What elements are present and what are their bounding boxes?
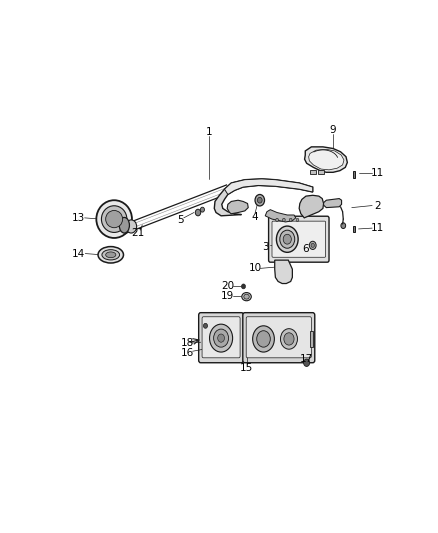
Polygon shape — [353, 225, 355, 232]
Circle shape — [311, 243, 314, 247]
Text: 18: 18 — [180, 338, 194, 348]
Text: 2: 2 — [374, 200, 381, 211]
Polygon shape — [265, 209, 296, 222]
FancyBboxPatch shape — [272, 221, 325, 257]
FancyBboxPatch shape — [246, 317, 311, 358]
Text: 15: 15 — [240, 362, 253, 373]
Text: 20: 20 — [221, 281, 234, 292]
FancyBboxPatch shape — [243, 313, 315, 363]
Circle shape — [218, 334, 225, 342]
Text: 13: 13 — [72, 213, 85, 223]
FancyBboxPatch shape — [318, 170, 324, 174]
Circle shape — [195, 209, 201, 216]
Text: 5: 5 — [177, 215, 184, 225]
Circle shape — [258, 197, 262, 203]
Text: 17: 17 — [299, 353, 313, 364]
Text: 4: 4 — [252, 212, 258, 222]
Text: 10: 10 — [248, 263, 261, 273]
Text: 21: 21 — [131, 229, 145, 238]
Circle shape — [283, 219, 285, 222]
Circle shape — [209, 324, 233, 352]
Circle shape — [284, 333, 294, 345]
Polygon shape — [353, 171, 355, 178]
Polygon shape — [304, 147, 347, 172]
Ellipse shape — [242, 293, 251, 301]
Polygon shape — [275, 260, 293, 284]
Circle shape — [126, 220, 137, 233]
Ellipse shape — [96, 200, 132, 238]
Circle shape — [203, 324, 208, 328]
Circle shape — [280, 230, 295, 248]
Text: 19: 19 — [221, 291, 234, 301]
Circle shape — [280, 329, 297, 349]
Polygon shape — [224, 179, 313, 195]
Ellipse shape — [102, 206, 127, 232]
Circle shape — [290, 219, 292, 222]
FancyBboxPatch shape — [202, 317, 240, 358]
Circle shape — [283, 235, 291, 244]
Ellipse shape — [102, 249, 120, 260]
Ellipse shape — [119, 217, 130, 233]
Circle shape — [296, 219, 299, 222]
FancyBboxPatch shape — [268, 216, 329, 262]
Circle shape — [276, 219, 279, 222]
Circle shape — [241, 284, 246, 289]
Text: 6: 6 — [303, 245, 309, 254]
Ellipse shape — [106, 211, 123, 228]
Text: 3: 3 — [262, 241, 268, 252]
Text: 9: 9 — [330, 125, 336, 135]
Text: 1: 1 — [206, 127, 212, 136]
FancyBboxPatch shape — [310, 330, 313, 347]
Text: 11: 11 — [371, 168, 384, 177]
Circle shape — [304, 359, 310, 366]
FancyBboxPatch shape — [310, 170, 316, 174]
Circle shape — [257, 330, 270, 347]
Circle shape — [341, 223, 346, 229]
Circle shape — [309, 241, 316, 249]
Ellipse shape — [98, 247, 124, 263]
Polygon shape — [324, 199, 342, 207]
FancyBboxPatch shape — [199, 313, 244, 363]
Polygon shape — [214, 179, 313, 216]
Text: 16: 16 — [180, 348, 194, 358]
Text: 14: 14 — [72, 248, 85, 259]
Circle shape — [255, 195, 265, 206]
Circle shape — [253, 326, 274, 352]
Polygon shape — [227, 200, 248, 214]
Circle shape — [200, 207, 205, 212]
Ellipse shape — [244, 294, 249, 299]
Circle shape — [214, 329, 229, 347]
Polygon shape — [309, 149, 344, 170]
Ellipse shape — [106, 252, 116, 257]
Text: 11: 11 — [371, 223, 384, 233]
Circle shape — [276, 226, 298, 252]
Polygon shape — [299, 195, 324, 218]
